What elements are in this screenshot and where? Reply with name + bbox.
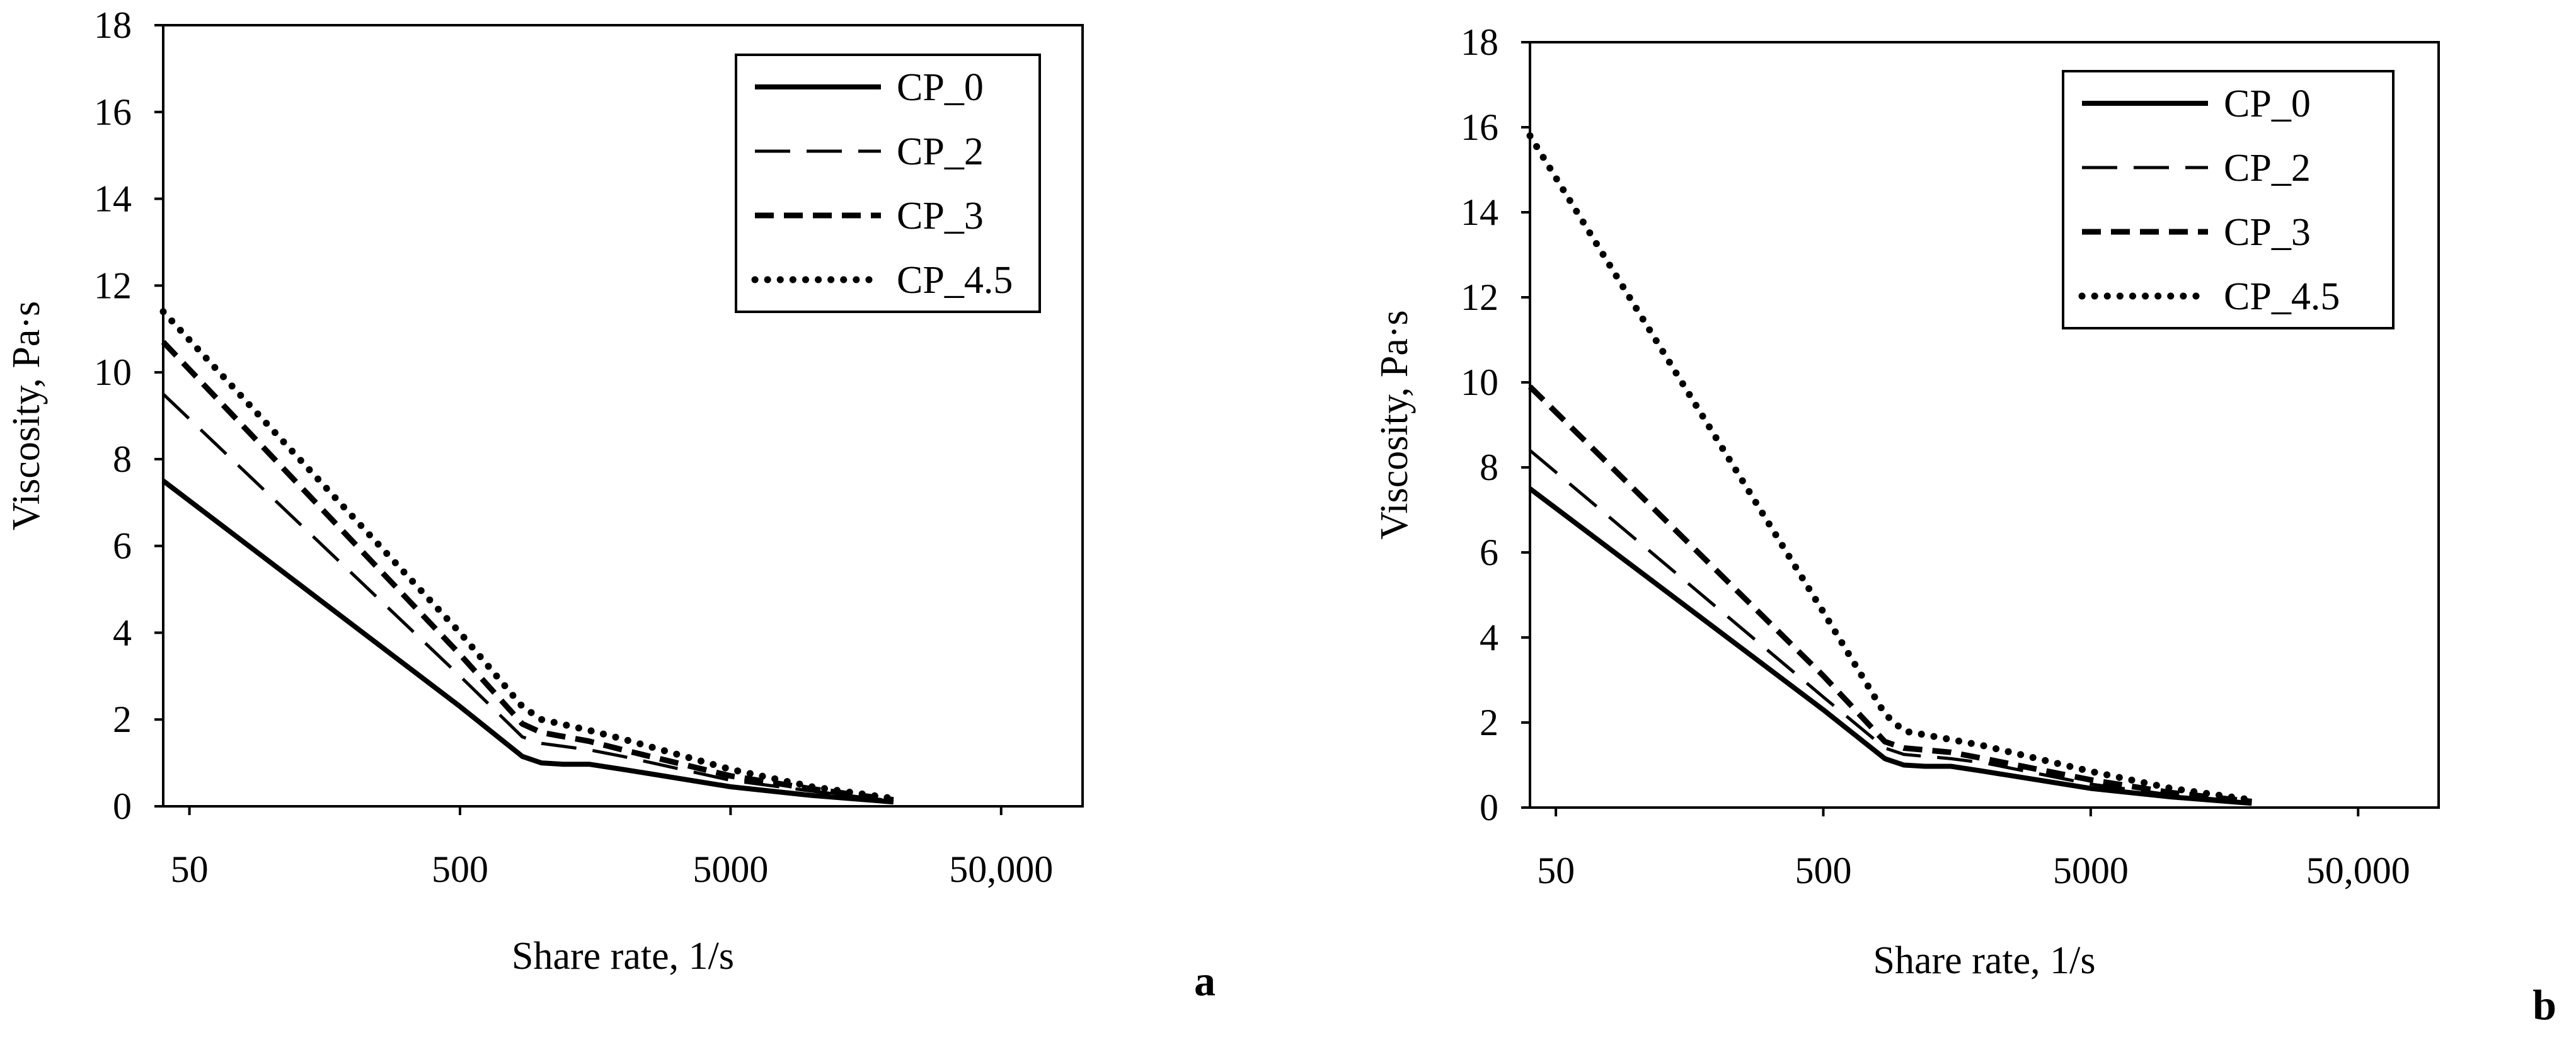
legend-label: CP_0 (2224, 83, 2311, 125)
panel-letter: a (1194, 957, 1216, 1005)
panel-letter: b (2533, 981, 2556, 1029)
y-tick-label: 4 (113, 612, 132, 653)
y-tick-label: 8 (1480, 447, 1498, 488)
legend-label: CP_2 (2224, 147, 2311, 190)
series-line-cp-0 (1528, 486, 2252, 806)
series-line-cp-4-5 (1526, 132, 2255, 804)
y-tick-label: 6 (113, 525, 132, 567)
legend-label: CP_2 (897, 130, 984, 173)
y-tick-label: 0 (113, 786, 132, 827)
plot-area (162, 24, 1084, 808)
plot-area (1529, 41, 2440, 809)
y-tick-label: 10 (94, 351, 132, 393)
y-tick-label: 2 (113, 699, 132, 740)
x-tick-label: 5000 (693, 849, 768, 890)
y-axis-title: Viscosity, Pa·s (5, 301, 48, 530)
y-tick-label: 16 (94, 91, 132, 133)
y-axis-title: Viscosity, Pa·s (1373, 310, 1416, 539)
series-line-cp-0 (161, 479, 894, 805)
legend-label: CP_4.5 (897, 259, 1013, 302)
y-tick-label: 12 (1461, 277, 1498, 318)
x-tick-label: 50,000 (2306, 850, 2410, 891)
series-line-cp-3 (161, 340, 894, 803)
x-tick-label: 50 (1537, 850, 1575, 891)
y-tick-label: 0 (1480, 787, 1498, 828)
y-tick-label: 12 (94, 265, 132, 306)
series-line-cp-4-5 (159, 308, 897, 803)
y-tick-label: 14 (94, 178, 132, 220)
x-tick-label: 500 (432, 849, 488, 890)
legend-label: CP_0 (897, 66, 984, 109)
legend-label: CP_3 (897, 195, 984, 237)
series-line-cp-3 (1527, 384, 2252, 804)
chart-panel-b: 0 2 4 6 8 10 12 14 16 18 50 500 5000 50,000 Share rate… (1373, 21, 2556, 1029)
x-axis-title: Share rate, 1/s (512, 935, 734, 978)
y-tick-label: 18 (94, 4, 132, 46)
y-tick-label: 4 (1480, 617, 1498, 658)
x-tick-label: 50,000 (949, 849, 1053, 890)
series-line-cp-2 (162, 392, 894, 803)
y-tick-label: 18 (1461, 21, 1498, 63)
y-tick-label: 8 (113, 438, 132, 480)
y-tick-label: 6 (1480, 532, 1498, 573)
y-tick-label: 16 (1461, 106, 1498, 148)
y-tick-label: 14 (1461, 191, 1498, 233)
x-tick-label: 5000 (2053, 850, 2129, 891)
y-tick-label: 2 (1480, 702, 1498, 743)
chart-panel-a: 0 2 4 6 8 10 12 14 16 18 50 500 5000 50,000 Share rate… (5, 4, 1216, 1005)
legend-label: CP_3 (2224, 211, 2311, 254)
y-tick-label: 10 (1461, 362, 1498, 403)
x-axis-title: Share rate, 1/s (1873, 939, 2096, 982)
x-tick-label: 50 (171, 849, 209, 890)
legend (735, 54, 1041, 313)
series-line-cp-2 (1529, 449, 2252, 804)
legend-label: CP_4.5 (2224, 275, 2340, 318)
x-tick-label: 500 (1795, 850, 1852, 891)
legend (2062, 70, 2395, 329)
